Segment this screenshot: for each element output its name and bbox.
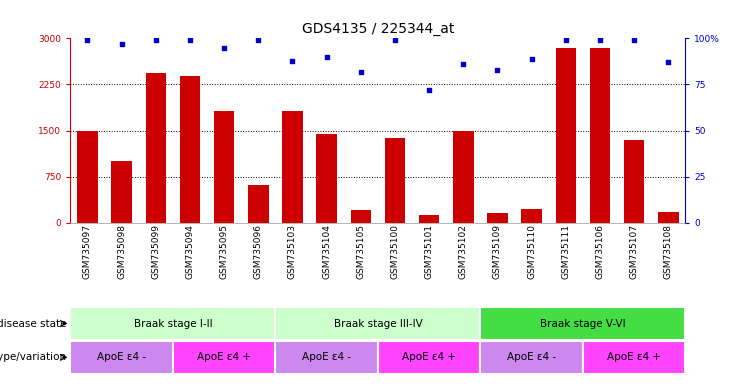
Point	[82, 37, 93, 43]
Bar	[282, 111, 303, 223]
Point	[389, 37, 401, 43]
Point	[355, 68, 367, 74]
Bar	[583, 341, 685, 374]
Bar	[624, 140, 645, 223]
Bar	[276, 307, 480, 340]
Point	[321, 54, 333, 60]
Bar	[111, 161, 132, 223]
Bar	[316, 134, 337, 223]
Bar	[70, 307, 276, 340]
Bar	[590, 48, 611, 223]
Point	[491, 67, 503, 73]
Text: ApoE ε4 -: ApoE ε4 -	[302, 352, 351, 362]
Point	[526, 56, 538, 62]
Text: ApoE ε4 -: ApoE ε4 -	[97, 352, 146, 362]
Bar	[556, 48, 576, 223]
Text: ApoE ε4 -: ApoE ε4 -	[507, 352, 556, 362]
Text: ApoE ε4 +: ApoE ε4 +	[402, 352, 456, 362]
Bar	[248, 185, 268, 223]
Point	[457, 61, 469, 67]
Bar	[350, 210, 371, 223]
Point	[560, 37, 572, 43]
Point	[287, 58, 299, 64]
Text: Braak stage V-VI: Braak stage V-VI	[540, 318, 625, 329]
Bar	[77, 131, 98, 223]
Bar	[214, 111, 234, 223]
Bar	[173, 341, 276, 374]
Point	[184, 37, 196, 43]
Text: ApoE ε4 +: ApoE ε4 +	[607, 352, 661, 362]
Bar	[480, 341, 583, 374]
Bar	[453, 131, 473, 223]
Bar	[419, 215, 439, 223]
Bar	[145, 73, 166, 223]
Point	[253, 37, 265, 43]
Bar	[480, 307, 685, 340]
Bar	[70, 341, 173, 374]
Text: Braak stage I-II: Braak stage I-II	[133, 318, 212, 329]
Title: GDS4135 / 225344_at: GDS4135 / 225344_at	[302, 22, 454, 36]
Bar	[276, 341, 378, 374]
Point	[594, 37, 606, 43]
Bar	[180, 76, 200, 223]
Point	[218, 45, 230, 51]
Text: Braak stage III-IV: Braak stage III-IV	[333, 318, 422, 329]
Bar	[385, 138, 405, 223]
Bar	[378, 341, 480, 374]
Bar	[488, 213, 508, 223]
Text: ApoE ε4 +: ApoE ε4 +	[197, 352, 251, 362]
Text: genotype/variation: genotype/variation	[0, 352, 67, 362]
Point	[116, 41, 127, 47]
Point	[423, 87, 435, 93]
Point	[662, 59, 674, 65]
Bar	[658, 212, 679, 223]
Point	[628, 37, 640, 43]
Bar	[522, 209, 542, 223]
Text: disease state: disease state	[0, 318, 67, 329]
Point	[150, 37, 162, 43]
